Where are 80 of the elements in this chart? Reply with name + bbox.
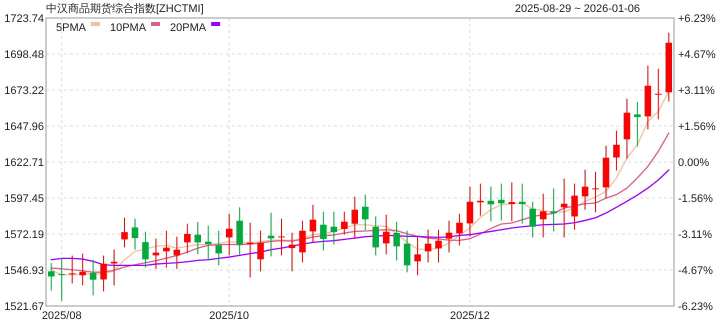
candlestick <box>508 182 516 222</box>
candlestick <box>582 169 588 210</box>
candlestick <box>488 186 494 222</box>
candlestick <box>540 193 546 238</box>
candlestick <box>278 218 285 256</box>
candlestick <box>550 188 557 232</box>
x-tick-label: 2025/12 <box>450 310 490 320</box>
y2-tick-label: +4.67% <box>678 49 716 62</box>
candlestick <box>404 230 410 273</box>
legend-label: 20PMA <box>170 22 207 34</box>
candlestick <box>58 258 65 302</box>
candlestick <box>152 238 160 270</box>
candlestick <box>362 194 368 231</box>
candlestick <box>194 222 202 255</box>
candlestick <box>320 211 327 251</box>
candlestick <box>236 206 243 256</box>
candlestick <box>268 212 274 257</box>
y2-tick-label: +6.23% <box>678 13 716 25</box>
chart-subtitle: 2025-08-29 ~ 2026-01-06 <box>514 3 640 15</box>
candlestick <box>215 230 222 266</box>
x-tick-label: 2025/10 <box>209 310 250 320</box>
y-tick-label: 1546.93 <box>4 265 44 277</box>
candlestick <box>634 102 641 147</box>
y2-tick-label: -1.56% <box>678 193 714 206</box>
candlestick <box>184 223 191 254</box>
candlestick <box>529 201 536 238</box>
candlestick <box>446 220 452 253</box>
candlestick <box>414 236 421 276</box>
candlestick <box>382 214 390 255</box>
y2-tick-label: -3.11% <box>678 228 712 241</box>
candlestick <box>424 229 432 263</box>
candlestick <box>435 229 442 263</box>
chart-title: 中汉商品期货综合指数[ZHCTMI] <box>46 2 204 15</box>
y-tick-label: 1521.67 <box>4 301 44 313</box>
candlestick <box>121 217 128 248</box>
candlestick <box>257 230 264 272</box>
candlestick <box>90 259 96 296</box>
y2-tick-label: -4.67% <box>678 264 714 277</box>
x-tick-label: 2025/08 <box>42 310 82 320</box>
y-tick-label: 1597.45 <box>4 192 44 205</box>
candlestick <box>352 196 358 240</box>
candlestick <box>79 253 86 286</box>
y2-tick-label: -6.23% <box>678 301 714 313</box>
y2-tick-label: +3.11% <box>678 85 716 98</box>
candlestick <box>299 220 306 263</box>
legend-label: 10PMA <box>110 22 147 34</box>
candlestick <box>560 178 568 238</box>
y-tick-label: 1647.96 <box>4 121 44 134</box>
candlestick <box>226 213 232 256</box>
candlestick <box>246 222 254 278</box>
candlestick <box>68 255 76 284</box>
candlestick <box>592 171 599 213</box>
candlestick <box>100 255 107 292</box>
candlestick <box>204 225 212 261</box>
candlestick <box>341 211 348 236</box>
y-tick-label: 1698.48 <box>4 49 44 61</box>
candlestick <box>456 213 463 246</box>
y-tick-label: 1723.74 <box>4 13 44 25</box>
y-tick-label: 1572.19 <box>4 228 44 241</box>
candlestick <box>477 183 484 216</box>
candlestick <box>330 211 338 246</box>
candlestick <box>466 186 474 237</box>
candlestick <box>571 183 578 230</box>
candlestick <box>288 232 296 272</box>
legend-label: 5PMA <box>56 22 87 34</box>
candlestick <box>498 183 505 221</box>
candlestick <box>163 230 170 268</box>
candlestick <box>132 218 138 250</box>
candlestick <box>372 216 379 256</box>
y-tick-label: 1673.22 <box>4 85 44 98</box>
candlestick <box>393 221 400 261</box>
candlestick <box>655 68 662 120</box>
candlestick <box>174 236 180 270</box>
candlestick <box>48 262 54 292</box>
y2-tick-label: 0.00% <box>678 157 710 169</box>
candlestick <box>142 231 149 268</box>
candlestick <box>310 204 316 243</box>
candlestick <box>613 130 620 171</box>
y-tick-label: 1622.71 <box>4 156 44 169</box>
y2-tick-label: +1.56% <box>678 120 716 133</box>
